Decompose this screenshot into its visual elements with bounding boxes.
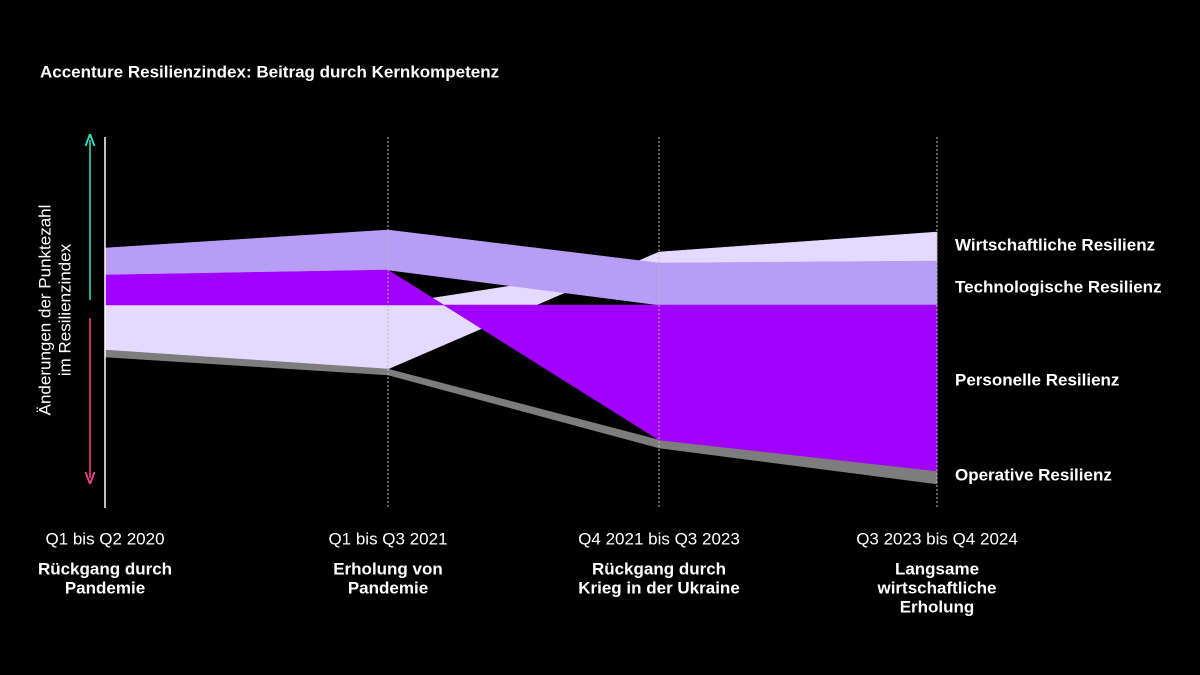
period-description: Rückgang durch <box>38 559 172 578</box>
period-description: Erholung <box>900 597 975 616</box>
y-axis-title-line: im Resilienzindex <box>55 243 74 376</box>
period-description: Krieg in der Ukraine <box>578 578 740 597</box>
axes <box>104 137 938 508</box>
x-tick-label: Q4 2021 bis Q3 2023 <box>578 529 740 548</box>
areas <box>104 229 938 485</box>
x-tick-label: Q1 bis Q3 2021 <box>328 529 447 548</box>
legend-label: Operative Resilienz <box>955 465 1112 484</box>
legend-label: Technologische Resilienz <box>955 277 1162 296</box>
y-axis-title: Änderungen der Punktezahl im Resilienzin… <box>35 205 74 416</box>
period-description: wirtschaftliche <box>876 578 996 597</box>
period-description: Erholung von <box>333 559 443 578</box>
period-description: Pandemie <box>348 578 428 597</box>
chart-title: Accenture Resilienzindex: Beitrag durch … <box>40 62 499 81</box>
y-axis-title-line: Änderungen der Punktezahl <box>35 205 54 416</box>
legend-label: Wirtschaftliche Resilienz <box>955 235 1155 254</box>
period-description: Rückgang durch <box>592 559 726 578</box>
x-tick-label: Q3 2023 bis Q4 2024 <box>856 529 1018 548</box>
x-tick-label: Q1 bis Q2 2020 <box>45 529 164 548</box>
period-description: Langsame <box>895 559 979 578</box>
period-description: Pandemie <box>65 578 145 597</box>
legend-label: Personelle Resilienz <box>955 370 1119 389</box>
